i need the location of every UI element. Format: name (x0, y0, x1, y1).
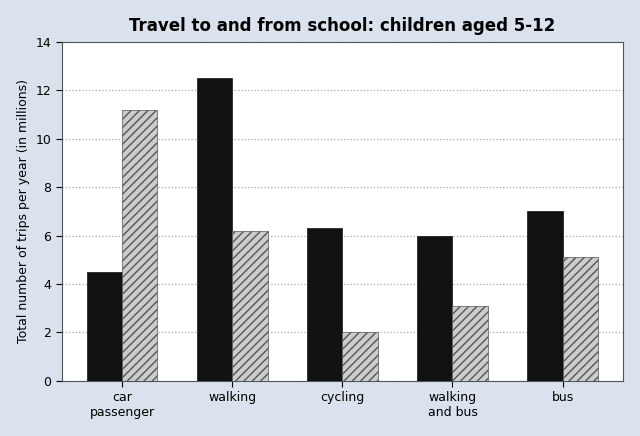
Y-axis label: Total number of trips per year (in millions): Total number of trips per year (in milli… (17, 79, 29, 343)
Bar (527, 211, 563, 381)
Bar (197, 78, 232, 381)
Bar (87, 272, 122, 381)
Bar (307, 228, 342, 381)
Bar (122, 109, 157, 381)
Bar (452, 306, 488, 381)
Bar (342, 333, 378, 381)
Bar (417, 235, 452, 381)
Bar (563, 257, 598, 381)
Title: Travel to and from school: children aged 5-12: Travel to and from school: children aged… (129, 17, 556, 35)
Bar (232, 231, 268, 381)
